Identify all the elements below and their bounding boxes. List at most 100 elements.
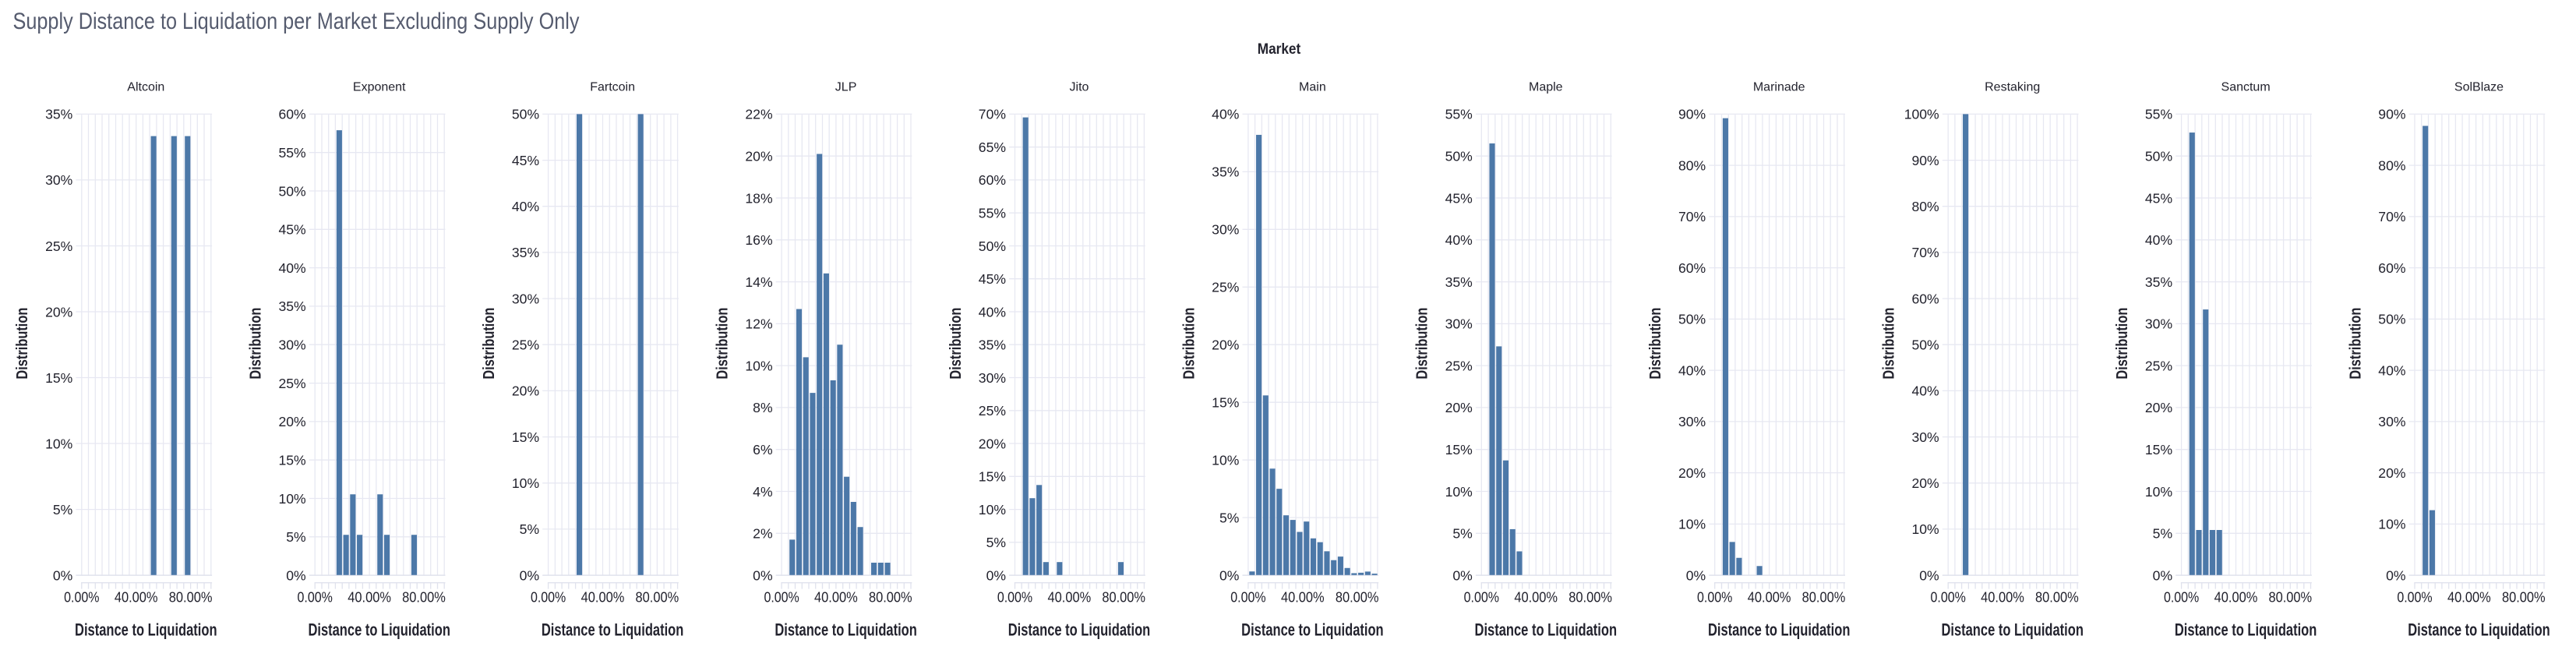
svg-text:20%: 20% (512, 383, 540, 399)
svg-text:Distance to Liquidation: Distance to Liquidation (2175, 620, 2317, 639)
svg-text:70%: 70% (1911, 245, 1939, 260)
svg-text:40.00%: 40.00% (1981, 589, 2024, 606)
svg-text:Market: Market (1258, 41, 1301, 58)
svg-text:20%: 20% (1911, 475, 1939, 491)
svg-text:0.00%: 0.00% (531, 589, 566, 606)
svg-text:5%: 5% (286, 529, 306, 545)
svg-text:Distribution: Distribution (247, 308, 265, 380)
svg-text:80.00%: 80.00% (869, 589, 912, 606)
svg-text:80%: 80% (1678, 157, 1706, 173)
svg-text:35%: 35% (2145, 274, 2173, 290)
svg-text:10%: 10% (1911, 521, 1939, 537)
svg-text:30%: 30% (1212, 222, 1240, 238)
svg-text:80.00%: 80.00% (2268, 589, 2312, 606)
svg-text:35%: 35% (512, 245, 540, 260)
svg-text:Distribution: Distribution (480, 308, 498, 380)
svg-text:10%: 10% (745, 358, 773, 373)
svg-text:0.00%: 0.00% (1931, 589, 1966, 606)
svg-text:60%: 60% (2378, 260, 2406, 276)
svg-text:0.00%: 0.00% (2164, 589, 2199, 606)
svg-text:18%: 18% (745, 190, 773, 206)
svg-text:Distance to Liquidation: Distance to Liquidation (75, 620, 217, 639)
svg-text:50%: 50% (1911, 337, 1939, 353)
svg-text:40%: 40% (1911, 383, 1939, 399)
svg-text:80.00%: 80.00% (2035, 589, 2079, 606)
svg-text:20%: 20% (278, 414, 306, 429)
svg-text:0%: 0% (286, 567, 306, 583)
svg-text:55%: 55% (979, 206, 1007, 221)
svg-text:60%: 60% (979, 172, 1007, 188)
svg-text:60%: 60% (1911, 291, 1939, 306)
svg-text:0%: 0% (753, 567, 773, 583)
svg-text:16%: 16% (745, 232, 773, 248)
svg-text:10%: 10% (1445, 484, 1473, 500)
svg-text:22%: 22% (745, 107, 773, 122)
svg-text:40%: 40% (1212, 107, 1240, 122)
svg-text:40%: 40% (278, 260, 306, 276)
svg-text:30%: 30% (512, 291, 540, 306)
svg-text:40.00%: 40.00% (2214, 589, 2258, 606)
svg-text:80.00%: 80.00% (636, 589, 679, 606)
svg-text:Distribution: Distribution (1646, 308, 1664, 380)
svg-text:0.00%: 0.00% (1697, 589, 1732, 606)
svg-text:Distance to Liquidation: Distance to Liquidation (1941, 620, 2084, 639)
svg-text:5%: 5% (520, 521, 540, 537)
svg-text:5%: 5% (2153, 526, 2173, 542)
svg-text:80.00%: 80.00% (2502, 589, 2546, 606)
svg-text:30%: 30% (45, 172, 73, 188)
svg-text:Distance to Liquidation: Distance to Liquidation (2408, 620, 2550, 639)
svg-text:100%: 100% (1904, 107, 1939, 122)
svg-text:5%: 5% (53, 502, 73, 518)
svg-text:10%: 10% (1678, 517, 1706, 532)
svg-text:30%: 30% (1911, 429, 1939, 445)
svg-text:6%: 6% (753, 442, 773, 457)
svg-text:5%: 5% (986, 535, 1007, 550)
svg-text:Distribution: Distribution (2113, 308, 2131, 380)
svg-text:40.00%: 40.00% (348, 589, 391, 606)
svg-text:25%: 25% (278, 376, 306, 391)
svg-text:0%: 0% (1919, 567, 1939, 583)
svg-text:65%: 65% (979, 140, 1007, 155)
svg-text:80.00%: 80.00% (169, 589, 213, 606)
svg-text:15%: 15% (1445, 442, 1473, 457)
svg-text:40.00%: 40.00% (1748, 589, 1791, 606)
svg-text:50%: 50% (512, 107, 540, 122)
svg-text:10%: 10% (2145, 484, 2173, 500)
svg-text:40.00%: 40.00% (115, 589, 158, 606)
svg-text:Distance to Liquidation: Distance to Liquidation (1475, 620, 1618, 639)
svg-text:0%: 0% (1686, 567, 1706, 583)
svg-text:90%: 90% (1678, 107, 1706, 122)
svg-text:10%: 10% (512, 475, 540, 491)
svg-text:20%: 20% (1678, 465, 1706, 481)
svg-text:35%: 35% (1212, 164, 1240, 180)
svg-text:0.00%: 0.00% (2397, 589, 2432, 606)
svg-text:Distribution: Distribution (1413, 308, 1431, 380)
svg-text:Sanctum: Sanctum (2221, 80, 2271, 94)
svg-text:10%: 10% (1212, 453, 1240, 468)
svg-text:40%: 40% (2145, 232, 2173, 248)
svg-text:Restaking: Restaking (1985, 80, 2040, 94)
svg-text:60%: 60% (1678, 260, 1706, 276)
svg-text:Fartcoin: Fartcoin (590, 80, 635, 94)
svg-text:40%: 40% (1445, 232, 1473, 248)
svg-text:12%: 12% (745, 316, 773, 332)
svg-text:40%: 40% (2378, 362, 2406, 378)
svg-text:Distribution: Distribution (2346, 308, 2364, 380)
svg-text:40.00%: 40.00% (581, 589, 625, 606)
svg-text:Distribution: Distribution (947, 308, 965, 380)
svg-text:Distribution: Distribution (1180, 308, 1198, 380)
svg-text:40%: 40% (1678, 362, 1706, 378)
svg-text:40.00%: 40.00% (1048, 589, 1092, 606)
svg-text:10%: 10% (2378, 517, 2406, 532)
svg-text:10%: 10% (979, 502, 1007, 518)
svg-text:0.00%: 0.00% (1464, 589, 1499, 606)
svg-text:5%: 5% (1452, 526, 1473, 542)
svg-text:Distance to Liquidation: Distance to Liquidation (1241, 620, 1384, 639)
svg-text:30%: 30% (278, 337, 306, 353)
svg-text:80.00%: 80.00% (1102, 589, 1145, 606)
svg-text:30%: 30% (2145, 316, 2173, 332)
svg-text:15%: 15% (1212, 395, 1240, 411)
svg-text:45%: 45% (278, 222, 306, 238)
svg-text:80.00%: 80.00% (1569, 589, 1612, 606)
svg-text:80.00%: 80.00% (1336, 589, 1379, 606)
